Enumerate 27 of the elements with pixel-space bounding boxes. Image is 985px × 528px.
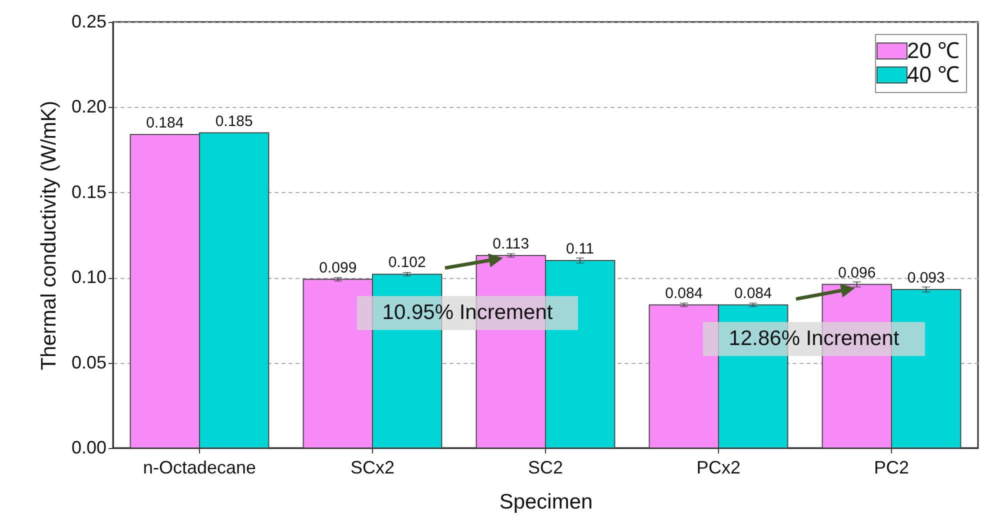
annotation: 10.95% Increment bbox=[357, 296, 578, 330]
x-tick-label: PC2 bbox=[874, 458, 910, 478]
data-label: 0.113 bbox=[492, 235, 530, 252]
y-tick-label: 0.25 bbox=[71, 12, 106, 32]
data-label: 0.099 bbox=[319, 259, 357, 276]
x-tick-label: SCx2 bbox=[350, 458, 395, 478]
annotation: 12.86% Increment bbox=[703, 322, 925, 356]
y-tick-label: 0.05 bbox=[71, 352, 106, 372]
y-tick-label: 0.00 bbox=[71, 438, 106, 458]
data-label: 0.184 bbox=[146, 114, 184, 132]
y-tick-label: 0.20 bbox=[71, 96, 106, 117]
data-label: 0.102 bbox=[388, 254, 426, 272]
legend-label: 20 ℃ bbox=[907, 38, 960, 63]
data-label: 0.093 bbox=[907, 270, 945, 287]
data-label: 0.084 bbox=[665, 284, 703, 302]
data-label: 0.11 bbox=[566, 240, 594, 258]
legend-label: 40 ℃ bbox=[907, 62, 960, 87]
x-tick-label: SC2 bbox=[528, 458, 564, 478]
x-tick-label: n-Octadecane bbox=[142, 458, 256, 478]
y-axis-title: Thermal conductivity (W/mK) bbox=[37, 100, 60, 370]
y-tick-label: 0.10 bbox=[71, 267, 106, 288]
x-axis-title: Specimen bbox=[499, 490, 593, 514]
data-label: 0.185 bbox=[215, 112, 253, 130]
data-label: 0.084 bbox=[734, 284, 772, 302]
x-tick-label: PCx2 bbox=[696, 458, 741, 478]
data-label: 0.096 bbox=[838, 264, 876, 282]
y-tick-label: 0.15 bbox=[71, 182, 106, 202]
